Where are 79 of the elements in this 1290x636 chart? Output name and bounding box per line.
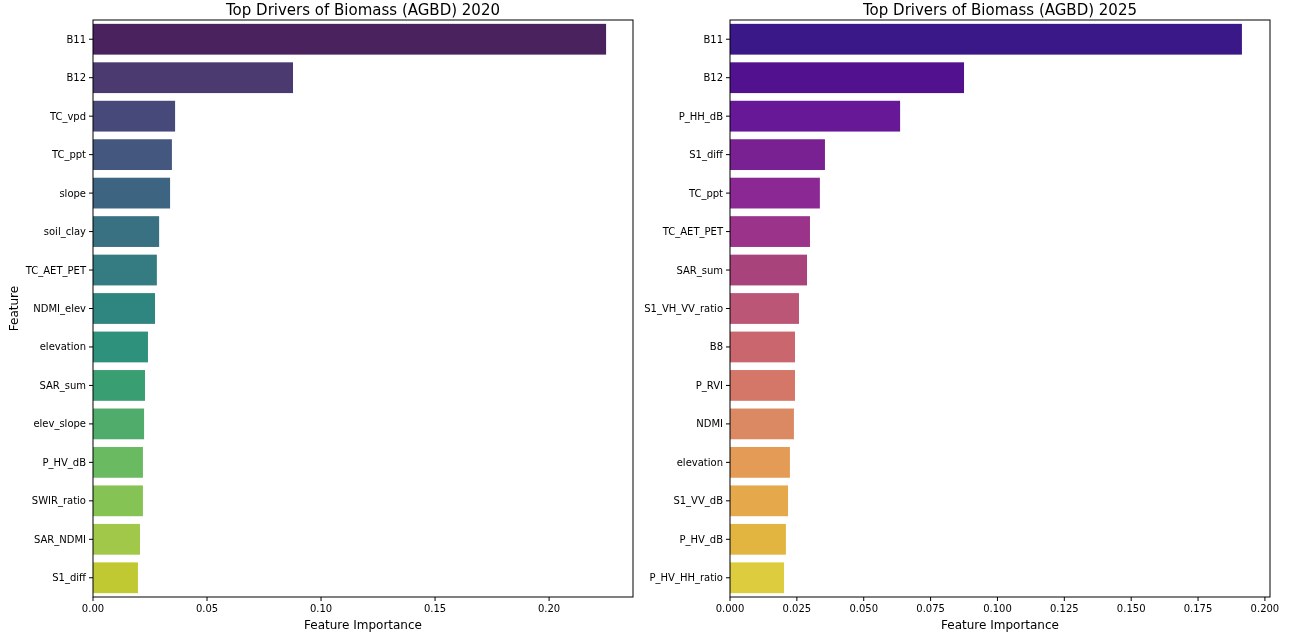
x-tick-label: 0.200 — [1250, 603, 1280, 614]
bar — [93, 62, 293, 94]
y-tick-label: B12 — [703, 72, 723, 84]
y-tick-label: B8 — [709, 341, 723, 353]
y-tick-label: elev_slope — [33, 418, 86, 431]
bar — [93, 100, 176, 132]
y-tick-label: elevation — [676, 456, 723, 468]
x-tick-label: 0.00 — [81, 603, 105, 614]
bar — [730, 23, 1242, 55]
y-tick-label: P_HV_HH_ratio — [649, 572, 723, 585]
y-tick-label: elevation — [39, 341, 86, 353]
chart-title: Top Drivers of Biomass (AGBD) 2025 — [862, 1, 1137, 19]
bar — [93, 293, 156, 324]
y-tick-label: B12 — [66, 72, 86, 84]
y-tick-label: TC_AET_PET — [24, 264, 87, 277]
x-tick-label: 0.20 — [537, 603, 561, 614]
bar — [730, 139, 825, 171]
bar — [93, 408, 145, 440]
bar — [730, 331, 795, 363]
x-axis-title: Feature Importance — [941, 618, 1059, 632]
bar — [730, 100, 901, 132]
bar — [730, 370, 795, 401]
bar — [730, 408, 794, 440]
y-tick-label: P_HH_dB — [678, 110, 724, 123]
y-tick-label: S1_VH_VV_ratio — [644, 303, 723, 315]
y-tick-label: SAR_sum — [39, 379, 86, 392]
x-axis-title: Feature Importance — [304, 618, 422, 632]
bar — [93, 23, 607, 55]
y-tick-label: TC_ppt — [687, 187, 724, 200]
chart-title: Top Drivers of Biomass (AGBD) 2020 — [225, 1, 500, 19]
bar — [93, 216, 160, 247]
y-tick-label: P_HV_dB — [679, 533, 724, 546]
bar — [730, 254, 808, 286]
y-tick-label: NDMI_elev — [33, 303, 87, 315]
bar — [93, 562, 138, 594]
bar — [93, 446, 143, 478]
bar — [93, 331, 148, 363]
x-tick-label: 0.175 — [1183, 603, 1213, 614]
bar — [730, 216, 810, 247]
y-tick-label: SAR_NDMI — [33, 533, 86, 546]
bar — [93, 370, 145, 401]
y-tick-label: B11 — [66, 33, 86, 45]
bar — [93, 485, 143, 517]
bar — [93, 254, 157, 286]
x-tick-label: 0.000 — [715, 603, 745, 614]
y-tick-label: S1_diff — [52, 572, 88, 585]
x-tick-label: 0.10 — [309, 603, 333, 614]
bar — [93, 523, 140, 555]
y-tick-label: slope — [59, 187, 86, 199]
y-tick-label: SAR_sum — [676, 264, 723, 277]
x-tick-label: 0.100 — [983, 603, 1012, 614]
y-tick-label: TC_ppt — [50, 149, 87, 162]
x-tick-label: 0.025 — [782, 603, 812, 614]
x-tick-label: 0.150 — [1116, 603, 1146, 614]
bar — [730, 523, 786, 555]
y-tick-label: TC_vpd — [48, 110, 86, 123]
bar — [730, 62, 965, 94]
x-tick-label: 0.15 — [423, 603, 447, 614]
bar — [93, 139, 172, 171]
bar — [730, 485, 789, 517]
x-tick-label: 0.05 — [195, 603, 219, 614]
y-tick-label: NDMI — [696, 418, 723, 430]
bar — [730, 177, 820, 209]
y-axis-title: Feature — [7, 285, 21, 332]
y-tick-label: P_RVI — [695, 379, 723, 392]
bar — [730, 562, 785, 594]
y-tick-label: TC_AET_PET — [661, 226, 724, 239]
x-tick-label: 0.050 — [849, 603, 879, 614]
y-tick-label: S1_VV_dB — [673, 495, 724, 508]
bar — [93, 177, 171, 209]
y-tick-label: S1_diff — [689, 149, 725, 162]
x-tick-label: 0.125 — [1050, 603, 1079, 614]
bar — [730, 293, 799, 324]
x-tick-label: 0.075 — [916, 603, 945, 614]
bar — [730, 446, 790, 478]
y-tick-label: soil_clay — [43, 226, 87, 239]
y-tick-label: P_HV_dB — [42, 456, 87, 469]
y-tick-label: SWIR_ratio — [31, 495, 86, 508]
y-tick-label: B11 — [703, 33, 723, 45]
